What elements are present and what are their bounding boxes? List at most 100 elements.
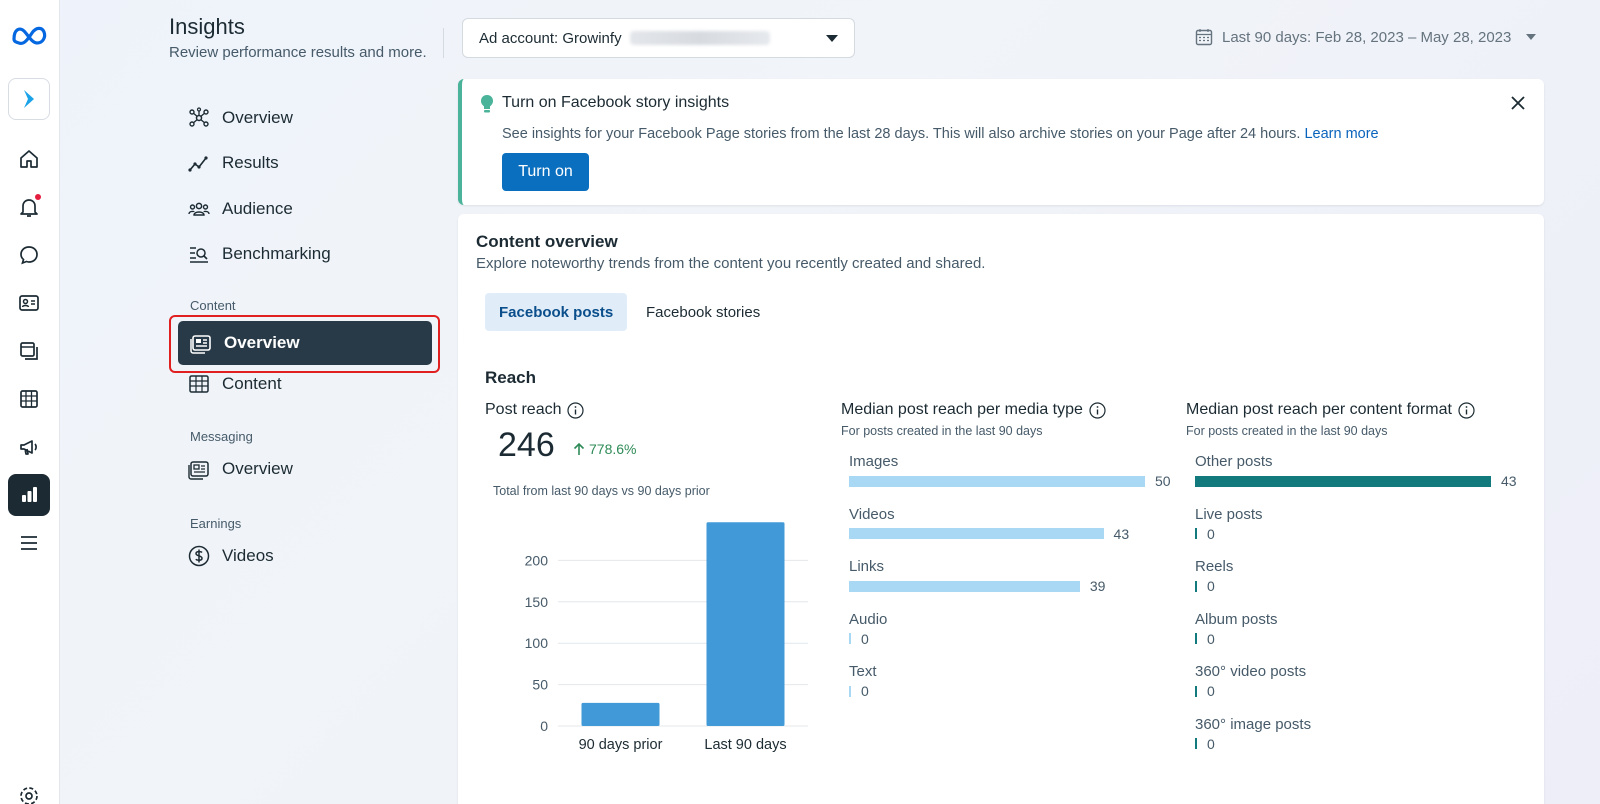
bar[interactable] [1195, 685, 1197, 697]
bar-value: 0 [1207, 683, 1215, 699]
tab-facebook-posts[interactable]: Facebook posts [485, 293, 628, 331]
info-icon[interactable] [1458, 401, 1475, 419]
bar-row: 0 [1195, 683, 1535, 699]
overview-network-icon [189, 107, 209, 127]
bar-row: 0 [1195, 631, 1535, 647]
bar-label: Live posts [1195, 505, 1263, 523]
bar-value: 50 [1155, 473, 1171, 489]
app-switcher-icon[interactable] [8, 78, 50, 120]
insights-icon[interactable] [8, 474, 50, 516]
bar[interactable] [581, 702, 660, 726]
y-tick-label: 150 [525, 594, 549, 610]
nav-overview[interactable]: Overview [180, 98, 430, 138]
nav-results-label: Results [222, 153, 279, 172]
learn-more-link[interactable]: Learn more [1304, 126, 1379, 142]
nav-audience[interactable]: Audience [180, 189, 430, 229]
bar-label: Audio [849, 610, 888, 628]
post-reach-bar-chart: 0 50 100 150 200 90 days prior Last 90 days [525, 522, 808, 753]
page-title: Insights [169, 14, 245, 39]
bar[interactable] [849, 580, 1080, 592]
messages-icon[interactable] [8, 234, 50, 276]
bar-row: 0 [849, 630, 1189, 647]
ads-icon[interactable] [8, 426, 50, 468]
bar-label: Videos [849, 505, 895, 523]
info-icon[interactable] [567, 401, 585, 419]
bar-label: Text [849, 663, 877, 680]
bar-label: Links [849, 558, 885, 575]
nav-section-earnings: Earnings [190, 516, 242, 531]
bar-list-item: 360° video posts 0 [1195, 663, 1535, 699]
bar-value: 0 [861, 630, 869, 647]
post-reach-value: 246 [498, 426, 555, 464]
bar[interactable] [1195, 475, 1491, 487]
y-tick-label: 50 [532, 677, 548, 693]
notifications-icon[interactable] [8, 186, 50, 228]
nav-section-messaging: Messaging [190, 429, 253, 444]
nav-messaging-overview[interactable]: Overview [180, 449, 430, 489]
info-icon[interactable] [1089, 401, 1106, 419]
content-overview-subtitle: Explore noteworthy trends from the conte… [476, 255, 986, 272]
menu-icon[interactable] [8, 522, 50, 564]
nav-content[interactable]: Content [180, 364, 430, 404]
bar-value: 0 [1207, 735, 1215, 752]
bar-row: 43 [849, 526, 1189, 542]
y-tick-label: 0 [540, 718, 548, 734]
turn-on-button[interactable]: Turn on [502, 153, 589, 191]
contacts-icon[interactable] [8, 282, 50, 324]
header-divider [443, 28, 444, 58]
post-reach-note: Total from last 90 days vs 90 days prior [493, 484, 710, 498]
bar-label: 360° image posts [1195, 715, 1312, 733]
bar-value: 0 [1207, 525, 1215, 542]
bar[interactable] [1195, 738, 1197, 749]
page-subtitle: Review performance results and more. [169, 44, 427, 61]
bar[interactable] [706, 522, 785, 726]
date-range-picker[interactable]: Last 90 days: Feb 28, 2023 – May 28, 202… [1195, 28, 1537, 46]
bar-row: 0 [1195, 735, 1535, 752]
bar[interactable] [849, 685, 851, 697]
bar-label: Reels [1195, 558, 1234, 575]
bar-row: 0 [1195, 578, 1535, 594]
messaging-overview-icon [188, 461, 209, 480]
bar[interactable] [1195, 633, 1197, 644]
nav-videos-label: Videos [222, 546, 274, 565]
app-rail [0, 0, 60, 804]
bar[interactable] [849, 475, 1145, 487]
bar-row: 0 [1195, 525, 1535, 542]
bar-list-item: Links 39 [849, 558, 1189, 594]
planner-icon[interactable] [8, 378, 50, 420]
nav-benchmarking[interactable]: Benchmarking [180, 234, 430, 274]
meta-logo-icon[interactable] [10, 20, 50, 50]
arrow-up-icon [573, 442, 585, 455]
lightbulb-icon [481, 95, 493, 113]
nav-overview-label: Overview [222, 108, 293, 127]
tab-facebook-stories[interactable]: Facebook stories [646, 303, 761, 321]
settings-icon[interactable] [8, 784, 50, 804]
nav-content-overview[interactable]: Overview [178, 321, 432, 365]
bar-list-item: 360° image posts 0 [1195, 715, 1535, 752]
nav-videos[interactable]: Videos [180, 536, 430, 576]
ad-account-selector[interactable]: Ad account: Growinfy [462, 18, 855, 58]
banner-title: Turn on Facebook story insights [502, 94, 730, 111]
media-type-label: Median post reach per media type [841, 401, 1106, 419]
banner-description: See insights for your Facebook Page stor… [502, 126, 1301, 142]
close-icon[interactable] [1508, 93, 1528, 113]
content-format-label: Median post reach per content format [1186, 401, 1475, 419]
bar[interactable] [1195, 580, 1197, 592]
post-reach-label-text: Post reach [485, 401, 562, 418]
bar[interactable] [849, 528, 1104, 539]
bar-label: Album posts [1195, 610, 1278, 628]
bar[interactable] [1195, 528, 1197, 539]
bar-label: Images [849, 453, 899, 470]
media-type-sub: For posts created in the last 90 days [841, 424, 1043, 438]
bar-value: 0 [1207, 578, 1215, 594]
bar-list-item: Audio 0 [849, 610, 1189, 647]
story-insights-banner: Turn on Facebook story insights See insi… [458, 79, 1544, 205]
bar-row: 50 [849, 473, 1189, 489]
home-icon[interactable] [8, 138, 50, 180]
bar-row: 0 [849, 683, 1189, 699]
nav-results[interactable]: Results [180, 143, 430, 183]
redacted-account-id [629, 31, 770, 45]
bar-value: 0 [861, 683, 869, 699]
bar[interactable] [849, 633, 851, 644]
content-library-icon[interactable] [8, 330, 50, 372]
